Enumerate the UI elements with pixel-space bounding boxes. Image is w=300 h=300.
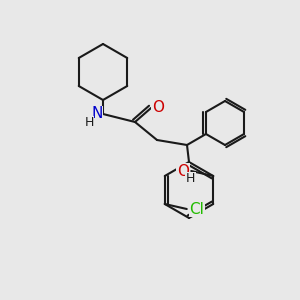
Text: Cl: Cl <box>189 202 204 217</box>
Text: H: H <box>84 116 94 130</box>
Text: O: O <box>152 100 164 116</box>
Text: O: O <box>177 164 189 178</box>
Text: N: N <box>91 106 103 122</box>
Text: H: H <box>186 172 195 185</box>
